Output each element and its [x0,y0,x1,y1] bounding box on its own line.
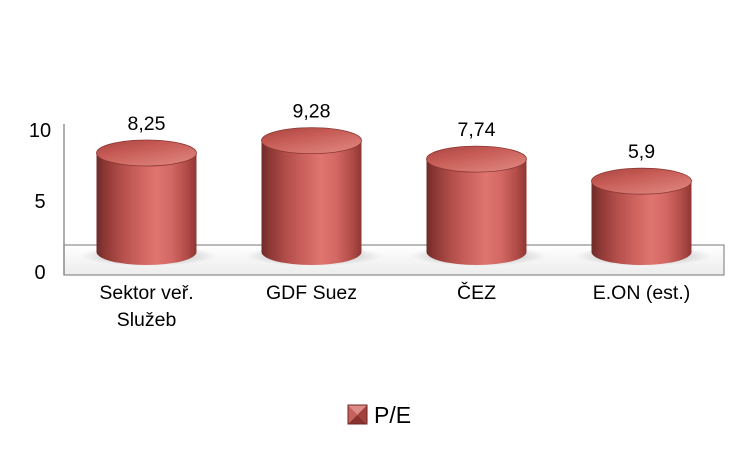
legend-label: P/E [374,402,411,428]
legend-marker-facet-top [348,405,367,415]
category-label: GDF Suez [266,282,357,304]
category-label: Služeb [117,309,177,331]
category-label: E.ON (est.) [593,282,691,304]
cylinder-top-cap [96,139,197,167]
y-tick-label: 5 [34,191,45,213]
legend: P/E [347,402,411,428]
y-tick-label: 10 [29,120,51,142]
legend-marker-border [347,404,368,425]
legend-marker-facet-bottom [348,414,367,424]
y-tick-label: 0 [34,262,45,284]
bar-cylinder [410,145,547,266]
category-label: Sektor veř. [99,282,193,304]
bar-value-label: 9,28 [293,101,331,123]
y-axis-layer: 10 5 0 [29,120,65,284]
cylinder-body [261,140,362,252]
category-label: ČEZ [457,281,496,304]
cylinder-body [426,159,527,252]
legend-marker-facet-right [357,405,367,424]
bar-cylinder [575,167,712,266]
bar-value-label: 7,74 [458,119,496,141]
bar-cylinder [245,127,382,266]
bar-cylinder [80,139,217,266]
legend-marker-facet-left [348,405,358,424]
cylinder-top-cap [261,127,362,155]
bars-layer [80,127,712,266]
legend-marker-icon [347,404,368,425]
cylinder-top-cap [426,145,527,173]
labels-layer: 8,25 Sektor veř. Služeb 9,28 GDF Suez 7,74 ČEZ… [99,101,690,331]
bar-value-label: 8,25 [128,113,166,135]
cylinder-top-cap [591,167,692,195]
cylinder-body [96,153,197,252]
bar-value-label: 5,9 [628,141,655,163]
